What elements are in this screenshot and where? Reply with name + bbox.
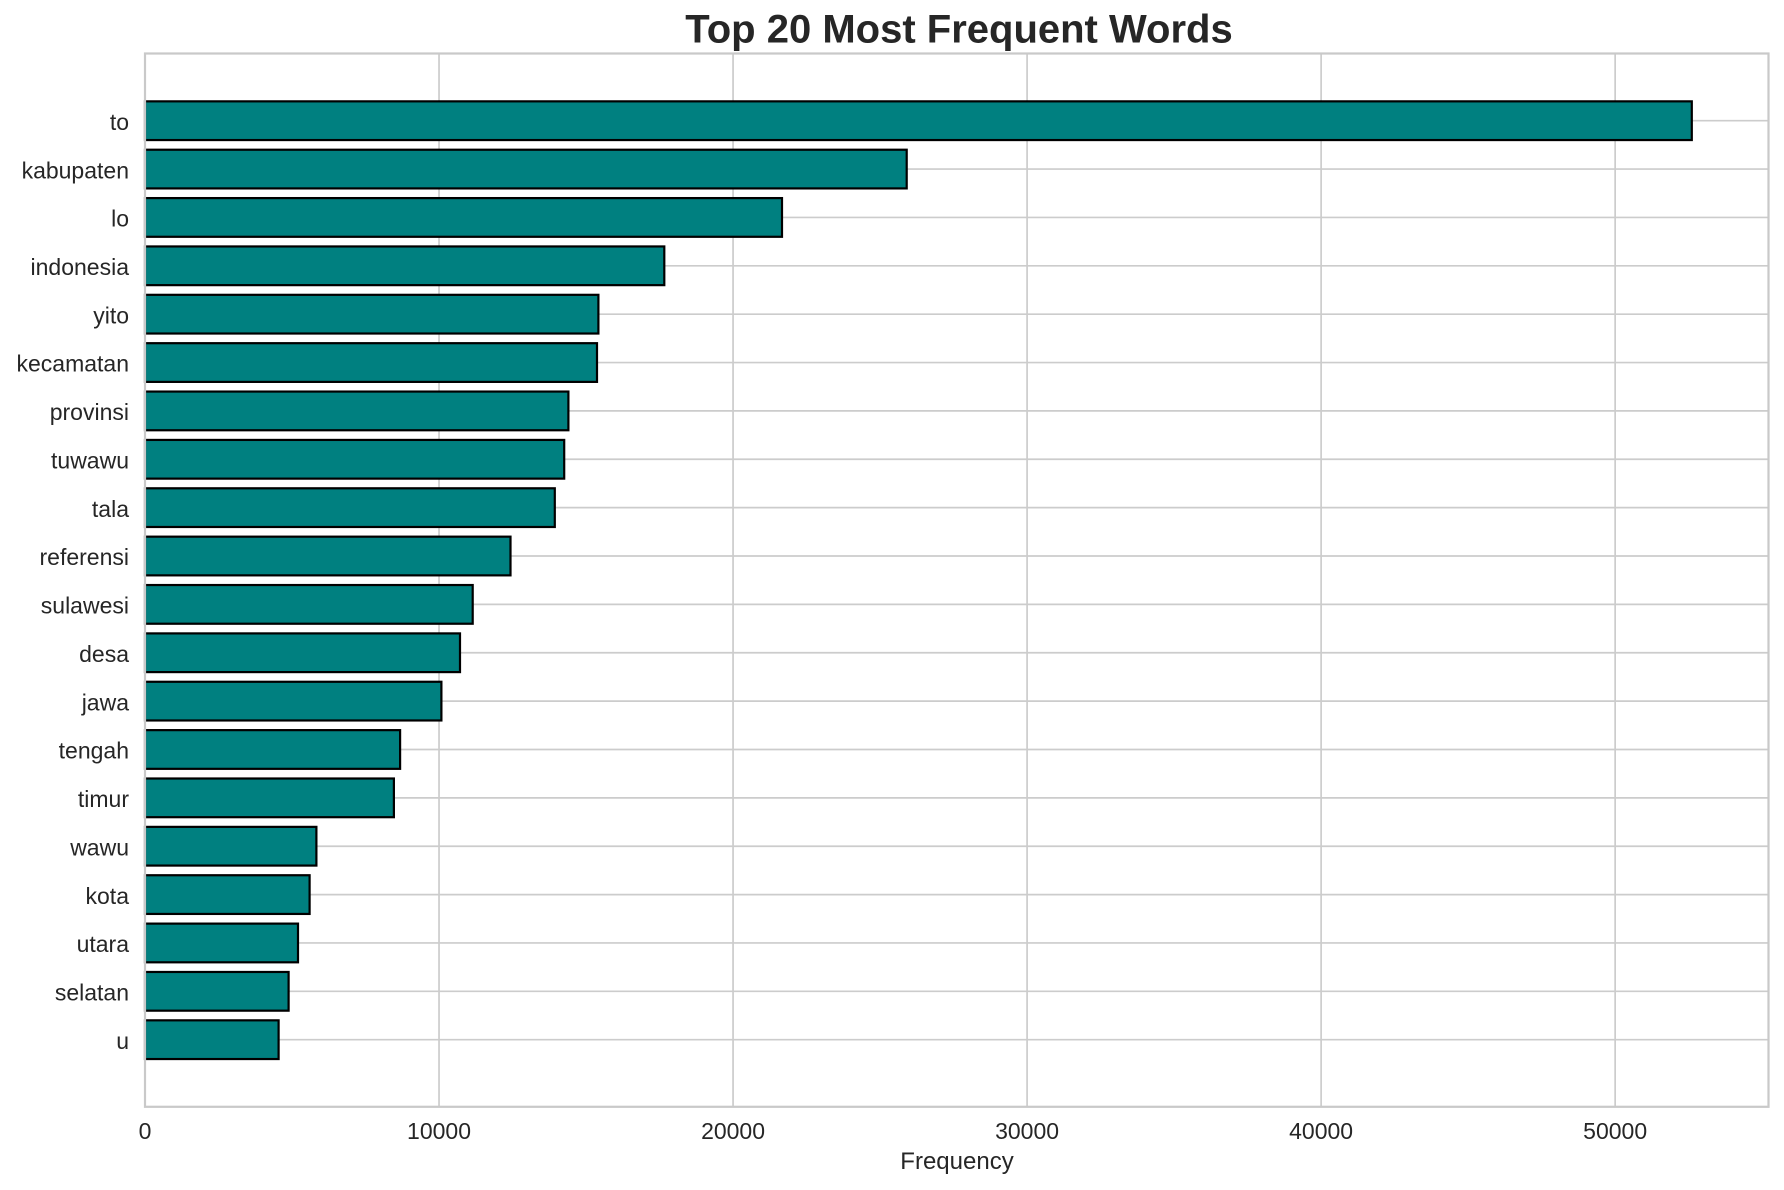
svg-text:selatan: selatan — [55, 980, 129, 1006]
svg-text:30000: 30000 — [995, 1118, 1059, 1144]
svg-text:40000: 40000 — [1289, 1118, 1353, 1144]
svg-text:u: u — [116, 1028, 129, 1054]
svg-text:lo: lo — [111, 206, 129, 232]
svg-text:tala: tala — [92, 496, 129, 522]
svg-text:20000: 20000 — [701, 1118, 765, 1144]
svg-text:tuwawu: tuwawu — [51, 447, 129, 473]
svg-text:indonesia: indonesia — [31, 254, 130, 280]
svg-text:yito: yito — [93, 302, 129, 328]
svg-text:Frequency: Frequency — [900, 1148, 1013, 1175]
svg-text:kota: kota — [86, 883, 130, 909]
svg-text:Top 20 Most Frequent Words: Top 20 Most Frequent Words — [685, 8, 1232, 52]
svg-text:kabupaten: kabupaten — [22, 157, 129, 183]
svg-text:kecamatan: kecamatan — [16, 351, 129, 377]
svg-text:desa: desa — [79, 641, 129, 667]
svg-text:timur: timur — [78, 786, 129, 812]
svg-text:50000: 50000 — [1583, 1118, 1647, 1144]
svg-text:wawu: wawu — [69, 834, 129, 860]
svg-text:sulawesi: sulawesi — [41, 593, 129, 619]
svg-text:referensi: referensi — [40, 544, 129, 570]
svg-text:to: to — [110, 109, 129, 135]
svg-text:10000: 10000 — [407, 1118, 471, 1144]
svg-text:0: 0 — [139, 1118, 152, 1144]
svg-text:tengah: tengah — [59, 738, 129, 764]
svg-text:provinsi: provinsi — [50, 399, 129, 425]
svg-text:jawa: jawa — [81, 689, 130, 715]
svg-text:utara: utara — [77, 931, 130, 957]
